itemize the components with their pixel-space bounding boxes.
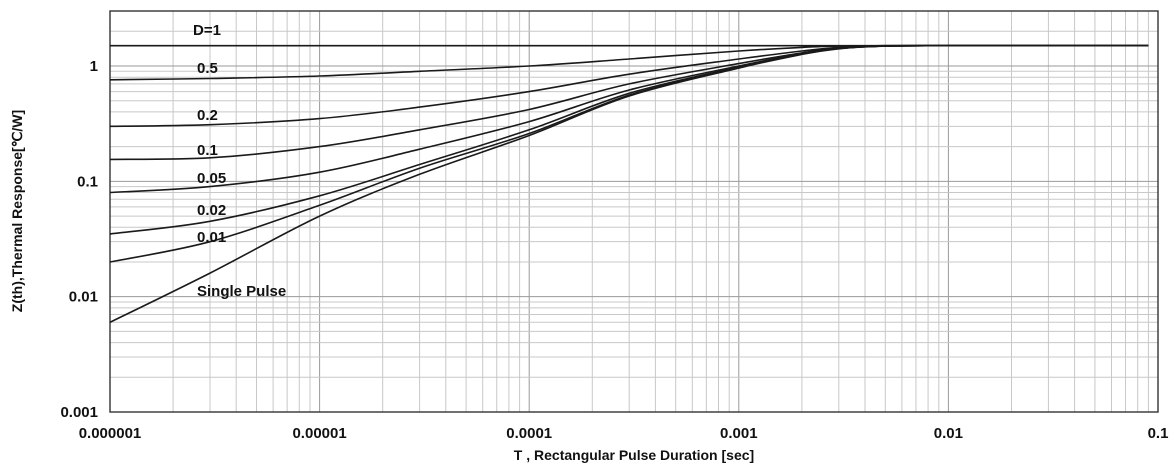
x-tick-label: 0.1 <box>1148 425 1169 442</box>
tick-labels: 0.000001 0.00001 0.0001 0.001 0.01 0.1 1 0.1 0.0… <box>60 58 1168 442</box>
x-tick-label: 0.001 <box>720 425 758 442</box>
series-label-3: 0.1 <box>197 142 218 159</box>
x-tick-label: 0.000001 <box>79 425 142 442</box>
series-labels: D=1 0.5 0.2 0.1 0.05 0.02 0.01 Single Pulse <box>193 22 286 300</box>
x-tick-label: 0.0001 <box>506 425 552 442</box>
series-label-0: D=1 <box>193 22 221 39</box>
plot-frame <box>109 10 1159 413</box>
y-tick-label: 1 <box>90 58 98 75</box>
series-label-6: 0.01 <box>197 229 226 246</box>
y-tick-label: 0.001 <box>60 404 98 421</box>
series-label-1: 0.5 <box>197 60 218 77</box>
y-tick-label: 0.01 <box>69 289 98 306</box>
x-tick-label: 0.00001 <box>292 425 346 442</box>
curves <box>109 44 1149 324</box>
series-label-7: Single Pulse <box>197 283 286 300</box>
y-tick-label: 0.1 <box>77 173 98 190</box>
series-label-2: 0.2 <box>197 107 218 124</box>
y-axis-title: Z(th),Thermal Response[℃/W] <box>9 110 25 312</box>
series-line-7 <box>109 44 1149 324</box>
x-axis-title: T , Rectangular Pulse Duration [sec] <box>514 447 754 463</box>
series-label-5: 0.02 <box>197 202 226 219</box>
series-label-4: 0.05 <box>197 170 226 187</box>
x-tick-label: 0.01 <box>934 425 963 442</box>
grid-lines <box>109 10 1158 413</box>
